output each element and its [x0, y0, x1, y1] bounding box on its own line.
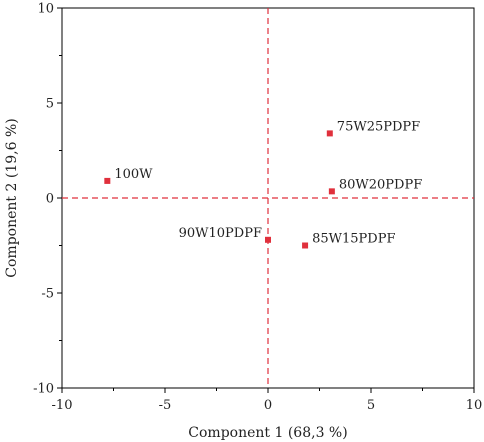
- x-tick-label: 10: [466, 398, 483, 413]
- y-tick-label: 10: [37, 2, 54, 17]
- reference-lines: [62, 8, 474, 388]
- x-tick-label: -10: [52, 398, 73, 413]
- x-axis-ticks: -10 -5 0 5 10: [52, 388, 483, 413]
- data-point-label: 85W15PDPF: [312, 232, 395, 247]
- x-tick-label: 0: [264, 398, 272, 413]
- y-axis-title: Component 2 (19,6 %): [4, 118, 20, 277]
- data-point-label: 75W25PDPF: [337, 119, 420, 134]
- x-tick-label: 5: [367, 398, 375, 413]
- data-point-label: 100W: [114, 167, 153, 182]
- data-points: 100W 75W25PDPF 80W20PDPF 90W10PDPF 85W15PDPF: [104, 119, 422, 249]
- y-tick-label: -5: [41, 287, 54, 302]
- x-axis-title: Component 1 (68,3 %): [188, 425, 347, 441]
- data-point-label: 80W20PDPF: [339, 177, 422, 192]
- x-tick-label: -5: [159, 398, 172, 413]
- data-point-marker: [104, 177, 111, 184]
- data-point-marker: [326, 130, 333, 137]
- y-tick-label: 5: [46, 97, 54, 112]
- data-point-marker: [302, 242, 309, 249]
- data-point-label: 90W10PDPF: [179, 226, 262, 241]
- data-point-marker: [328, 188, 335, 195]
- y-tick-label: -10: [33, 382, 54, 397]
- y-tick-label: 0: [46, 192, 54, 207]
- y-axis-ticks: -10 -5 0 5 10: [33, 2, 62, 397]
- data-point-marker: [265, 236, 271, 243]
